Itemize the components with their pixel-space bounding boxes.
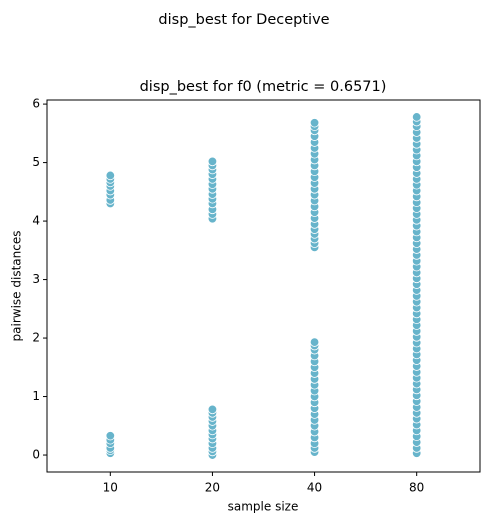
y-axis-label: pairwise distances xyxy=(10,231,24,342)
point xyxy=(105,170,116,181)
point xyxy=(309,337,320,347)
x-tick-label: 80 xyxy=(409,481,424,495)
chart-title: disp_best for f0 (metric = 0.6571) xyxy=(140,79,387,95)
y-tick-label: 2 xyxy=(32,331,40,345)
point xyxy=(207,156,218,167)
point xyxy=(309,118,320,128)
y-tick-label: 3 xyxy=(32,272,40,286)
x-tick-label: 20 xyxy=(205,481,220,495)
x-tick-label: 40 xyxy=(307,481,322,495)
suptitle: disp_best for Deceptive xyxy=(158,12,329,28)
y-tick-label: 5 xyxy=(32,155,40,169)
point xyxy=(105,431,116,441)
y-tick-label: 4 xyxy=(32,214,40,228)
axes-frame xyxy=(46,99,481,473)
x-tick-label: 10 xyxy=(103,481,118,495)
point xyxy=(411,112,422,122)
y-tick-label: 6 xyxy=(32,97,40,111)
x-axis-label: sample size xyxy=(228,500,299,514)
y-tick-label: 0 xyxy=(32,448,40,462)
y-tick-label: 1 xyxy=(32,389,40,403)
point xyxy=(207,404,218,415)
